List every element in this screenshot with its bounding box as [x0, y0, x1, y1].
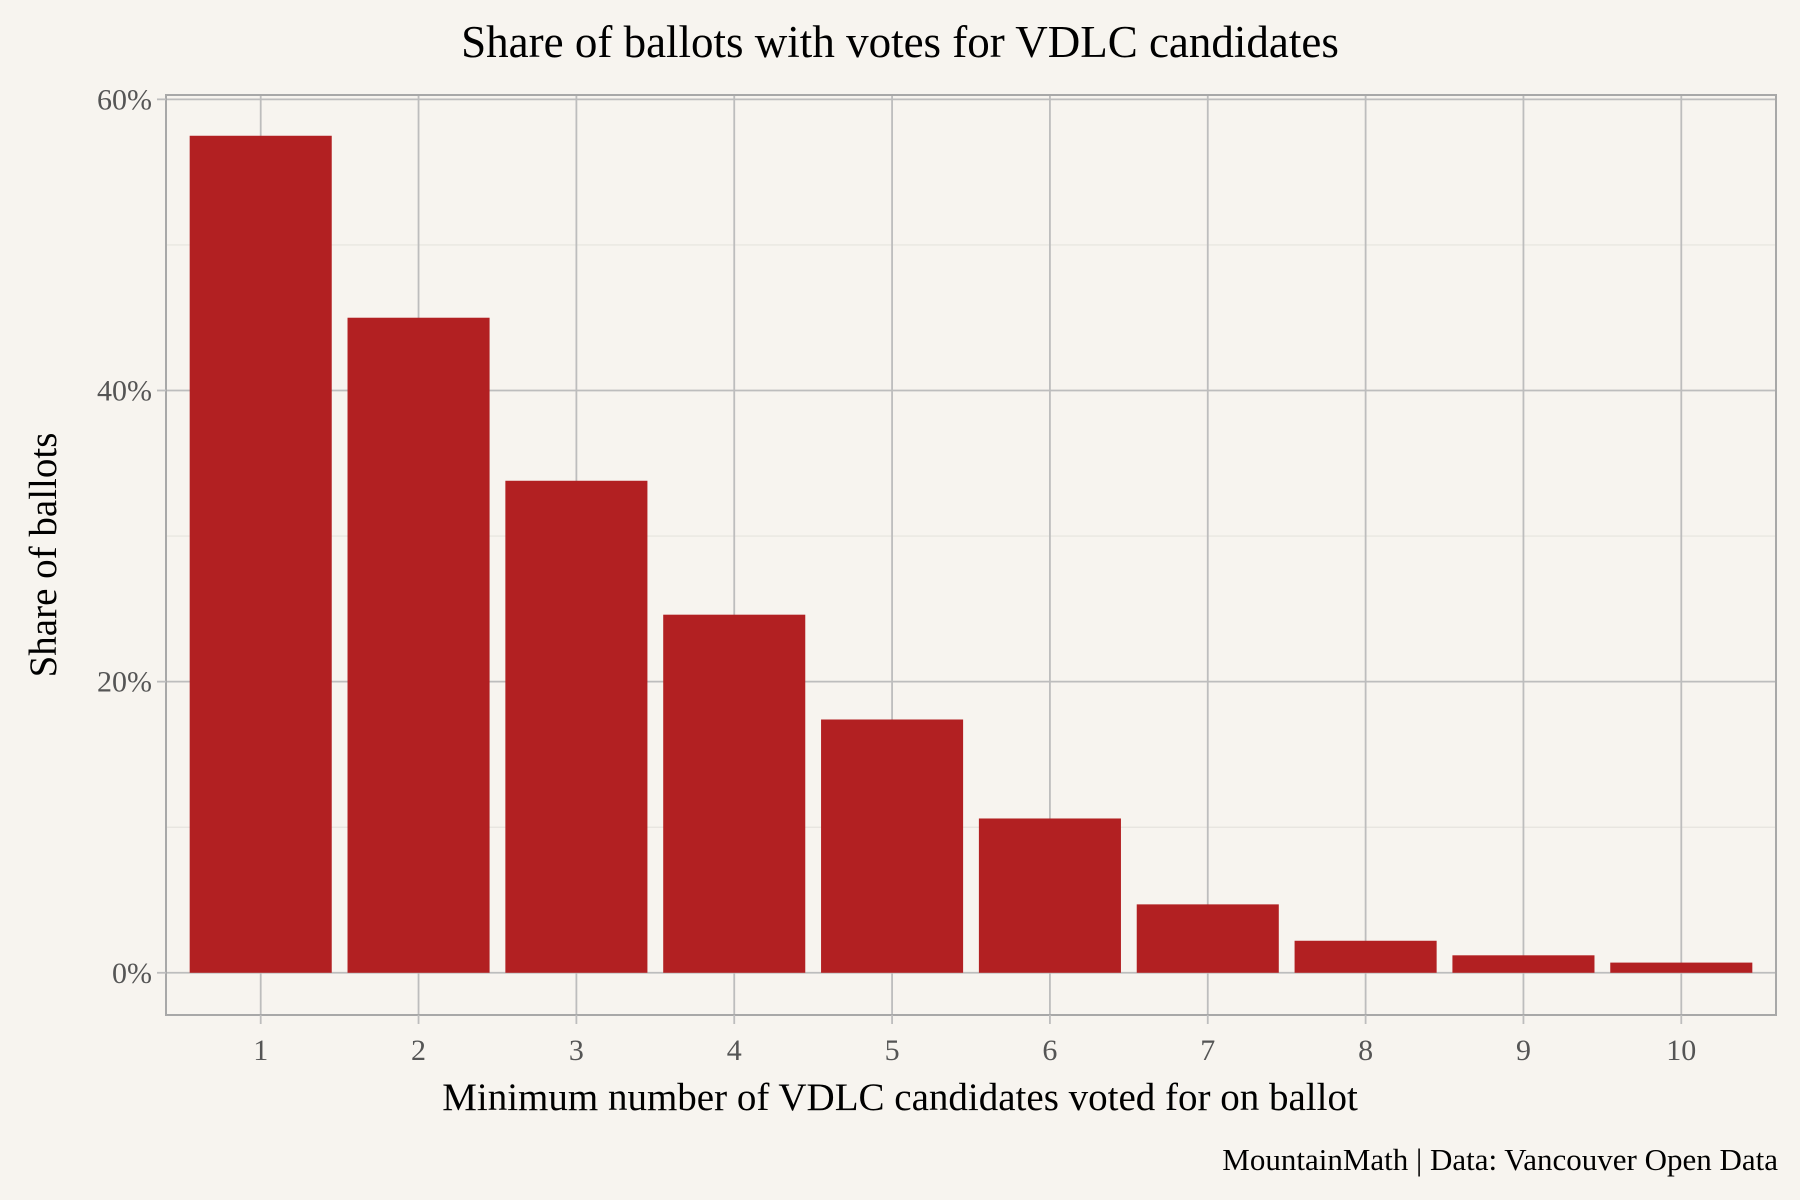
x-tick-label: 8	[1358, 1034, 1373, 1067]
y-tick-label: 40%	[97, 375, 152, 408]
x-tick-label: 10	[1666, 1034, 1696, 1067]
x-tick-label: 7	[1200, 1034, 1215, 1067]
plot-border	[165, 94, 1777, 1016]
y-tick-label: 20%	[97, 666, 152, 699]
bar-8	[1294, 940, 1437, 973]
bar-7	[1136, 904, 1279, 973]
bar-4	[663, 614, 806, 973]
chart-title: Share of ballots with votes for VDLC can…	[461, 17, 1339, 67]
x-axis-title: Minimum number of VDLC candidates voted …	[442, 1076, 1358, 1119]
bars	[189, 135, 1753, 973]
bar-6	[978, 818, 1121, 973]
x-tick-label: 3	[569, 1034, 584, 1067]
bar-9	[1452, 955, 1595, 973]
x-tick-label: 5	[885, 1034, 900, 1067]
y-axis-title: Share of ballots	[22, 433, 65, 678]
bar-3	[505, 480, 648, 973]
bar-1	[189, 135, 332, 973]
y-tick-label: 60%	[97, 83, 152, 116]
chart-caption: MountainMath | Data: Vancouver Open Data	[1222, 1142, 1778, 1177]
x-axis-ticks: 1 2 3 4 5 6 7 8 9 10	[253, 1015, 1696, 1067]
bar-2	[347, 317, 490, 973]
x-tick-label: 6	[1042, 1034, 1057, 1067]
x-tick-label: 9	[1516, 1034, 1531, 1067]
plot-panel	[165, 94, 1777, 1016]
x-tick-label: 1	[253, 1034, 268, 1067]
y-tick-label: 0%	[112, 957, 152, 990]
bar-10	[1610, 962, 1753, 973]
x-tick-label: 2	[411, 1034, 426, 1067]
x-tick-label: 4	[727, 1034, 742, 1067]
y-axis-ticks: 0% 20% 40% 60%	[97, 83, 166, 990]
bar-5	[821, 719, 964, 973]
